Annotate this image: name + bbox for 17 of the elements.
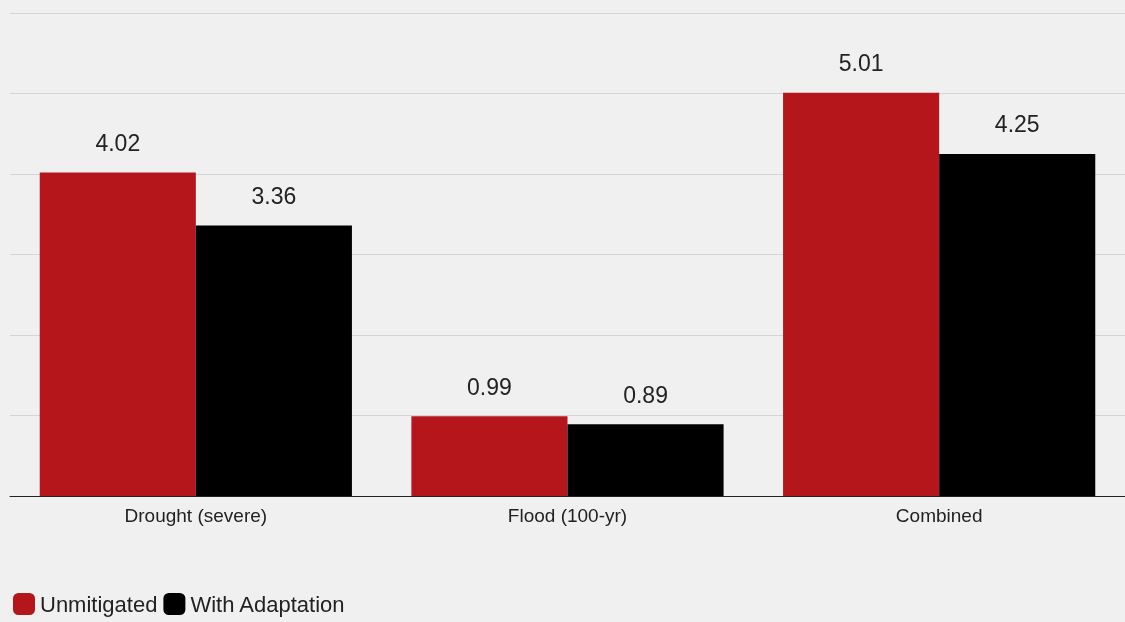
- x-tick-label: Flood (100-yr): [507, 505, 628, 526]
- data-label: 5.01: [838, 50, 884, 77]
- legend-label: With Adaptation: [190, 591, 345, 617]
- data-label: 4.02: [95, 129, 141, 156]
- x-tick-label: Combined: [895, 505, 983, 526]
- data-label: 3.36: [251, 183, 297, 210]
- legend-label: Unmitigated: [40, 591, 158, 617]
- bar: [195, 225, 352, 496]
- bar: [39, 172, 196, 496]
- bar: [783, 92, 940, 496]
- data-label: 4.25: [994, 111, 1040, 138]
- data-label: 0.99: [467, 373, 512, 400]
- bar: [939, 153, 1096, 496]
- x-tick-label: Drought (severe): [124, 505, 268, 526]
- data-label: 0.89: [623, 381, 668, 408]
- bar: [567, 424, 724, 496]
- bar: [411, 416, 568, 496]
